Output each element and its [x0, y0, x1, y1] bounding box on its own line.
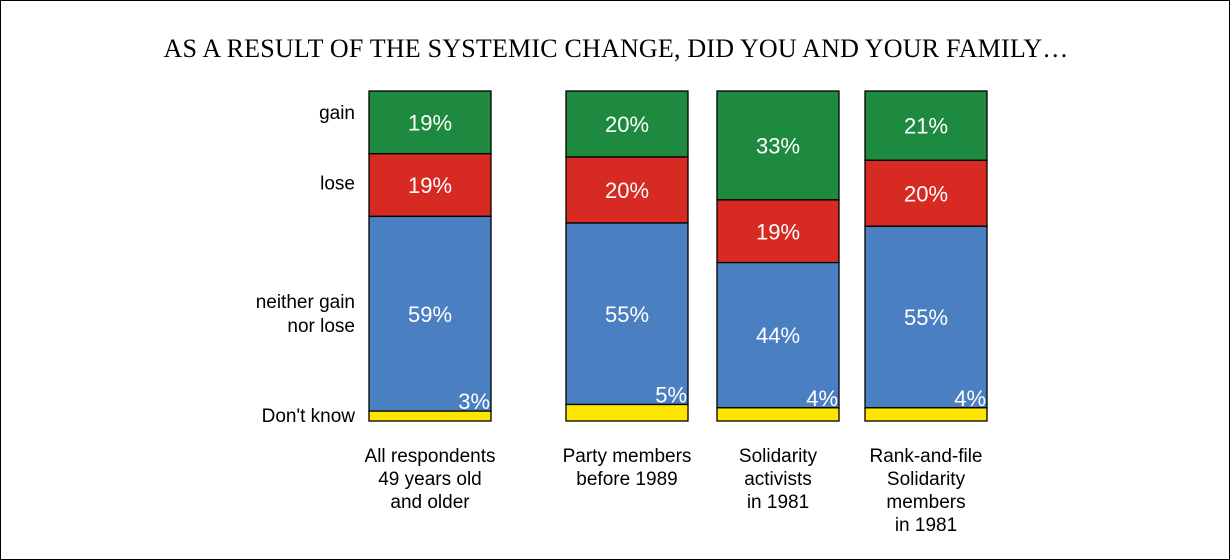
row-label: nor lose — [287, 316, 355, 337]
row-label: Don't know — [262, 406, 356, 427]
data-label: 20% — [904, 181, 948, 206]
chart-title: AS A RESULT OF THE SYSTEMIC CHANGE, DID … — [163, 34, 1069, 63]
data-label: 44% — [756, 323, 800, 348]
category-label: Party members — [563, 446, 692, 467]
bar-segment — [716, 90, 840, 201]
data-label: 20% — [605, 112, 649, 137]
bar-segment — [565, 403, 689, 422]
bar-segment — [565, 222, 689, 406]
row-label: lose — [320, 174, 355, 195]
data-label: 33% — [756, 133, 800, 158]
data-label: 55% — [904, 305, 948, 330]
data-label: 4% — [954, 386, 986, 411]
category-label: All respondents — [365, 446, 496, 467]
data-label: 59% — [408, 302, 452, 327]
bar-segment — [368, 215, 492, 412]
data-label: 5% — [655, 383, 687, 408]
bar-segment — [716, 407, 840, 422]
category-label: Solidarity — [739, 446, 818, 467]
row-label: neither gain — [256, 292, 355, 313]
category-label: in 1981 — [747, 492, 809, 513]
category-label: Rank-and-file — [870, 446, 983, 467]
data-label: 55% — [605, 302, 649, 327]
data-label: 4% — [806, 386, 838, 411]
bar-segment — [716, 199, 840, 264]
bar-segment — [864, 407, 988, 422]
category-label: activists — [744, 469, 812, 490]
bar-segment — [864, 159, 988, 227]
bar-segment — [864, 225, 988, 409]
data-label: 20% — [605, 178, 649, 203]
category-label: members — [886, 492, 965, 513]
data-label: 3% — [458, 389, 490, 414]
category-label: and older — [390, 492, 470, 513]
bar-segment — [716, 261, 840, 409]
bar-segment — [368, 410, 492, 422]
category-label: Solidarity — [887, 469, 966, 490]
data-label: 21% — [904, 114, 948, 139]
bar-segment — [864, 90, 988, 161]
category-label: in 1981 — [895, 515, 957, 536]
bar-segment — [368, 90, 492, 155]
category-label: 49 years old — [378, 469, 482, 490]
row-label: gain — [319, 103, 355, 124]
data-label: 19% — [408, 110, 452, 135]
data-label: 19% — [756, 219, 800, 244]
data-label: 19% — [408, 173, 452, 198]
bar-segment — [368, 153, 492, 218]
category-label: before 1989 — [576, 469, 677, 490]
